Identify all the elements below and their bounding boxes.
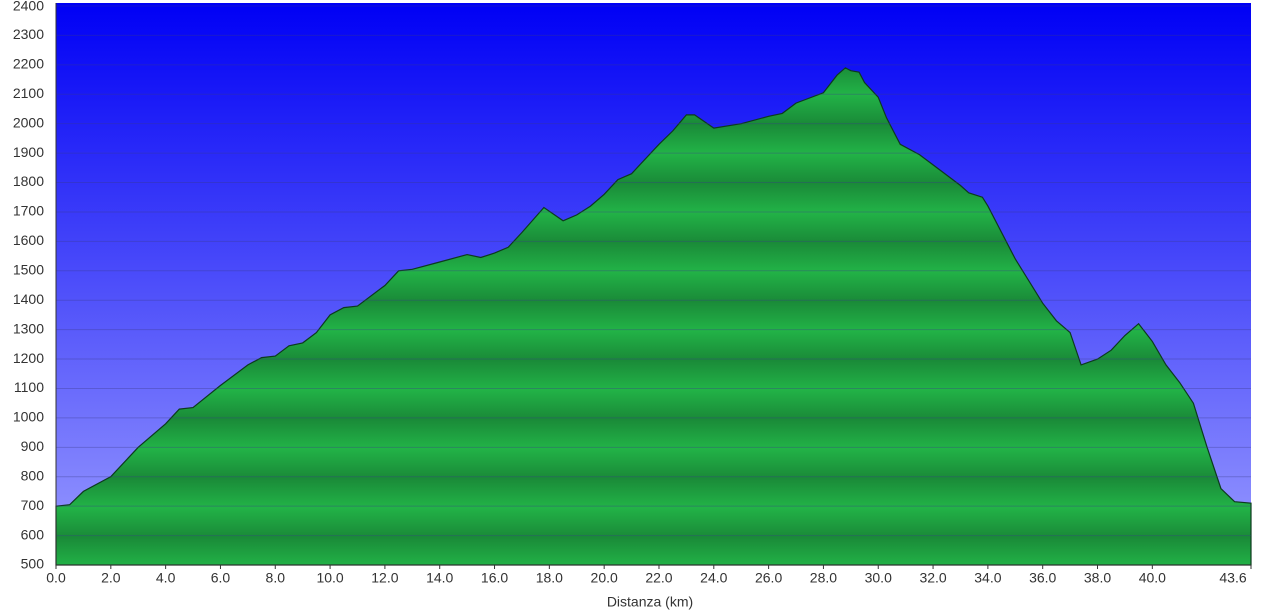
x-tick-label: 28.0 [810, 570, 837, 586]
x-tick-label: 2.0 [101, 570, 121, 586]
x-tick-label: 22.0 [645, 570, 672, 586]
x-tick-label: 10.0 [316, 570, 343, 586]
y-tick-label: 700 [21, 497, 45, 513]
x-tick-label: 40.0 [1139, 570, 1166, 586]
x-tick-label: 12.0 [371, 570, 398, 586]
y-tick-label: 600 [21, 526, 45, 542]
y-tick-label: 1400 [13, 291, 44, 307]
y-tick-label: 500 [21, 556, 45, 572]
x-tick-label: 0.0 [46, 570, 66, 586]
y-tick-label: 800 [21, 467, 45, 483]
x-tick-label: 6.0 [211, 570, 231, 586]
x-tick-label: 30.0 [865, 570, 892, 586]
y-tick-label: 1200 [13, 350, 44, 366]
y-tick-label: 2000 [13, 114, 44, 130]
y-tick-label: 900 [21, 438, 45, 454]
x-tick-label: 14.0 [426, 570, 453, 586]
y-tick-label: 1100 [14, 379, 44, 395]
y-tick-label: 1800 [13, 173, 44, 189]
y-tick-label: 1900 [13, 144, 44, 160]
y-tick-label: 2300 [13, 26, 44, 42]
y-tick-label: 1700 [13, 203, 44, 219]
x-tick-label: 20.0 [591, 570, 618, 586]
x-tick-label: 43.6 [1219, 570, 1246, 586]
x-tick-label: 18.0 [536, 570, 563, 586]
y-tick-label: 1500 [13, 261, 44, 277]
x-tick-label: 4.0 [156, 570, 176, 586]
x-tick-label: 36.0 [1029, 570, 1056, 586]
y-tick-label: 1600 [13, 232, 44, 248]
y-tick-label: 1300 [13, 320, 44, 336]
x-tick-label: 8.0 [266, 570, 286, 586]
y-tick-label: 2100 [13, 85, 44, 101]
x-tick-label: 32.0 [919, 570, 946, 586]
x-tick-label: 24.0 [700, 570, 727, 586]
x-axis-title: Distanza (km) [607, 594, 693, 610]
x-tick-label: 38.0 [1084, 570, 1111, 586]
x-tick-label: 26.0 [755, 570, 782, 586]
y-tick-label: 2200 [13, 56, 44, 72]
y-tick-label: 2400 [13, 0, 44, 14]
y-tick-label: 1000 [13, 409, 44, 425]
x-tick-label: 34.0 [974, 570, 1001, 586]
x-tick-label: 16.0 [481, 570, 508, 586]
elevation-area [55, 67, 1252, 566]
